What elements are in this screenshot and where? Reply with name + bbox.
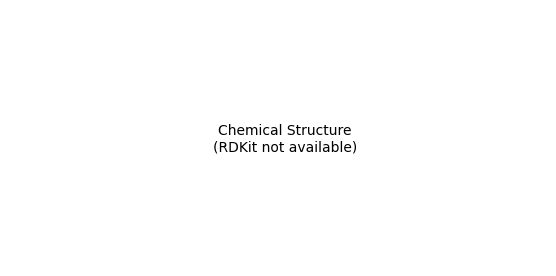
Text: Chemical Structure
(RDKit not available): Chemical Structure (RDKit not available) xyxy=(213,124,357,155)
